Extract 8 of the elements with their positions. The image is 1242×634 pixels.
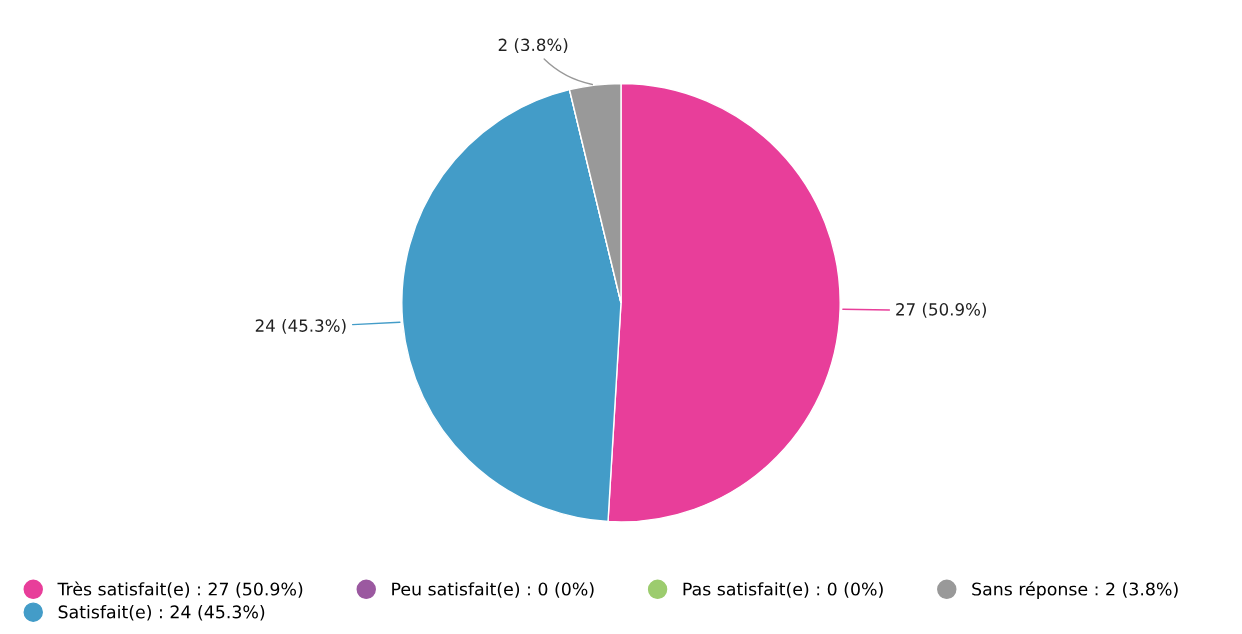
data-label: 2 (3.8%)	[498, 38, 568, 54]
legend-label: Très satisfait(e) : 27 (50.9%)	[57, 581, 303, 598]
legend-label: Pas satisfait(e) : 0 (0%)	[683, 582, 883, 598]
legend-label: Satisfait(e) : 24 (45.3%)	[58, 605, 265, 621]
data-label: 24 (45.3%)	[255, 319, 346, 334]
legend-label: Peu satisfait(e) : 0 (0%)	[392, 582, 594, 598]
data-label: 27 (50.9%)	[896, 302, 986, 318]
legend-label: Sans réponse : 2 (3.8%)	[972, 581, 1178, 599]
